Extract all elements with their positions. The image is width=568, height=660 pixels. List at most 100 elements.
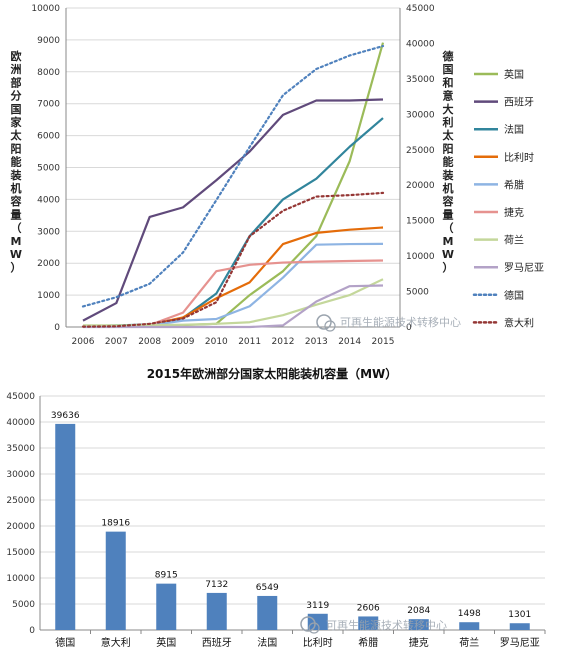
y-tick-label: 25000 [6, 496, 35, 506]
category-label: 罗马尼亚 [500, 637, 540, 649]
left-y-tick-label: 5000 [37, 164, 60, 174]
y-tick-label: 30000 [6, 470, 35, 480]
x-tick-label: 2006 [72, 337, 95, 347]
left-y-tick-label: 10000 [31, 4, 60, 14]
legend-label: 英国 [504, 68, 524, 81]
left-y-tick-label: 9000 [37, 36, 60, 46]
series-line-6 [83, 278, 384, 327]
x-tick-label: 2015 [372, 337, 395, 347]
left-y-tick-label: 6000 [37, 132, 60, 142]
bar-value-label: 3119 [306, 601, 329, 611]
y-tick-label: 15000 [6, 548, 35, 558]
right-y-tick-label: 10000 [406, 252, 435, 262]
bar-value-label: 18916 [101, 519, 130, 529]
left-y-tick-label: 7000 [37, 100, 60, 110]
x-tick-label: 2009 [172, 337, 195, 347]
left-y-tick-label: 3000 [37, 227, 60, 237]
right-y-tick-label: 0 [406, 323, 412, 333]
watermark-text: 可再生能源技术转移中心 [326, 618, 447, 632]
bar-value-label: 7132 [205, 580, 228, 590]
y-tick-label: 45000 [6, 392, 35, 402]
y-tick-label: 40000 [6, 418, 35, 428]
bar [55, 423, 76, 630]
bar-value-label: 1498 [458, 609, 481, 619]
category-label: 比利时 [303, 637, 333, 649]
right-y-tick-label: 15000 [406, 217, 435, 227]
bar-value-label: 39636 [51, 411, 80, 421]
watermark-icon [300, 616, 316, 632]
y-tick-label: 5000 [12, 600, 35, 610]
watermark-text: 可再生能源技术转移中心 [340, 315, 461, 329]
right-axis-title: 德国和意大利太阳能装机容量（ M W） [442, 49, 455, 274]
bar-value-label: 2084 [407, 606, 430, 616]
x-tick-label: 2012 [272, 337, 295, 347]
category-label: 希腊 [358, 636, 378, 649]
bar [105, 531, 126, 630]
bar-value-label: 1301 [508, 610, 531, 620]
x-tick-label: 2007 [105, 337, 128, 347]
bar [459, 622, 480, 630]
x-tick-label: 2008 [138, 337, 161, 347]
legend-label: 希腊 [504, 178, 524, 191]
left-y-tick-label: 2000 [37, 259, 60, 269]
bar [206, 592, 227, 630]
category-label: 英国 [156, 636, 176, 649]
category-label: 意大利 [101, 636, 131, 649]
bar [257, 595, 278, 630]
category-label: 捷克 [409, 636, 429, 649]
y-tick-label: 35000 [6, 444, 35, 454]
legend-label: 捷克 [504, 206, 524, 219]
left-y-tick-label: 0 [54, 323, 60, 333]
x-tick-label: 2014 [338, 337, 361, 347]
right-y-tick-label: 25000 [406, 146, 435, 156]
line-chart: 0 1000 2000 3000 4000 5000 6000 7000 8000 9000 100… [10, 4, 545, 347]
bar [307, 613, 328, 630]
watermark-icon [308, 622, 320, 634]
bar-chart: 2015年欧洲部分国家太阳能装机容量（MW） 0 5000 10000 15000 200… [6, 366, 546, 649]
watermark-icon [316, 314, 332, 330]
series-line-0 [82, 42, 385, 328]
y-tick-label: 20000 [6, 522, 35, 532]
series-line-4 [82, 242, 384, 328]
right-y-tick-label: 5000 [406, 288, 429, 298]
right-y-tick-label: 40000 [406, 39, 435, 49]
bar-value-label: 6549 [256, 583, 279, 593]
bar [358, 616, 379, 630]
right-y-tick-label: 20000 [406, 181, 435, 191]
bar [509, 623, 530, 630]
category-label: 德国 [55, 636, 75, 649]
bar-value-label: 8915 [155, 571, 178, 581]
watermark-icon [324, 320, 336, 332]
category-label: 荷兰 [459, 636, 479, 649]
y-tick-label: 0 [29, 626, 35, 636]
chart-title: 2015年欧洲部分国家太阳能装机容量（MW） [147, 366, 398, 381]
legend-label: 法国 [504, 123, 524, 136]
series-line-7 [83, 284, 384, 329]
series-line-9 [81, 191, 385, 328]
right-y-tick-label: 35000 [406, 75, 435, 85]
bar [156, 583, 177, 630]
y-tick-label: 10000 [6, 574, 35, 584]
category-label: 西班牙 [202, 637, 232, 649]
legend-label: 西班牙 [504, 97, 534, 109]
watermark: 可再生能源技术转移中心 [300, 616, 447, 634]
watermark: 可再生能源技术转移中心 [316, 314, 461, 332]
left-y-tick-label: 1000 [37, 291, 60, 301]
left-y-tick-label: 4000 [37, 195, 60, 205]
category-label: 法国 [257, 636, 277, 649]
legend-label: 意大利 [504, 316, 534, 329]
bar-value-label: 2606 [357, 603, 380, 613]
series-line-8 [81, 44, 385, 308]
series-line-1 [82, 98, 384, 322]
x-tick-label: 2010 [205, 337, 228, 347]
left-axis-title: 欧洲部分国家太阳能装机容量（ M W） [10, 49, 23, 274]
x-tick-label: 2013 [305, 337, 328, 347]
legend-label: 比利时 [504, 152, 534, 164]
bar [408, 619, 429, 630]
legend-label: 荷兰 [504, 234, 524, 247]
legend-label: 罗马尼亚 [504, 262, 544, 274]
legend-label: 德国 [504, 289, 524, 302]
left-y-tick-label: 8000 [37, 68, 60, 78]
x-tick-label: 2011 [238, 337, 261, 347]
right-y-tick-label: 45000 [406, 4, 435, 14]
